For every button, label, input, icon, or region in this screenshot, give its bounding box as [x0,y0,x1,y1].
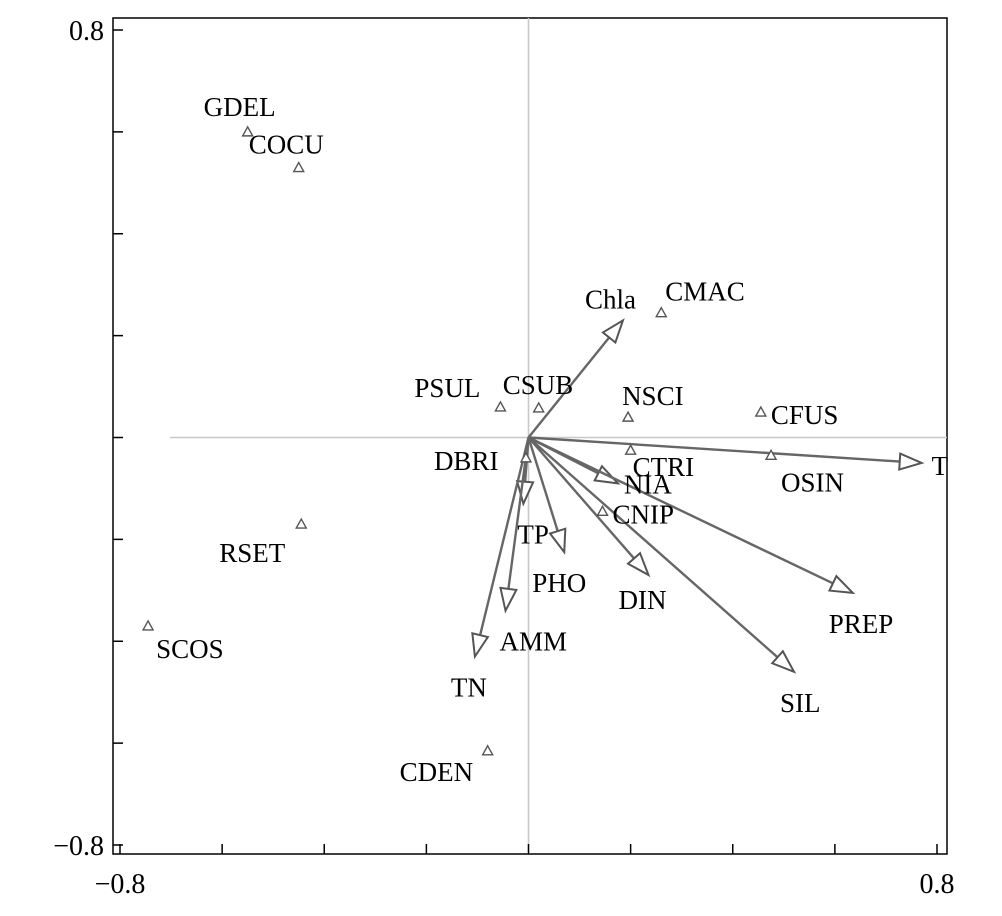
environment-labels: Chla T NIA TP PHO DIN PREP SIL AMM TN [451,284,949,717]
env-vector-line [527,437,559,532]
env-vector-label: AMM [500,627,568,657]
env-vector-arrowhead [827,574,856,595]
env-vector-line [528,436,900,463]
species-marker [292,161,305,173]
tick-labels: −0.8 0.8 0.8 −0.8 [53,16,954,900]
env-vector-line [527,436,635,560]
species-label: CDEN [400,757,474,787]
species-label: SCOS [156,634,224,664]
env-vector-arrowhead [471,631,490,660]
species-marker [241,125,254,137]
species-marker [764,448,778,461]
species-marker [655,306,668,318]
x-tick-label: −0.8 [95,869,146,900]
env-vector-arrowhead [626,551,651,578]
species-marker [481,744,494,756]
env-vector-label: DIN [618,585,666,615]
species-label: COCU [249,130,324,160]
species-label: CNIP [613,499,675,529]
env-vector-label: NIA [624,469,672,499]
species-marker [624,443,637,455]
species-label: OSIN [781,467,844,497]
species-points: GDEL COCU CMAC PSUL CSUB NSCI CTRI CFUS OSIN DBRI… [141,92,844,787]
env-vector-line [507,437,530,590]
env-vector-line [527,436,834,585]
species-marker [519,451,533,463]
env-vector-arrowhead [499,586,518,614]
species-label: CFUS [771,400,839,430]
species-marker [621,410,635,422]
species-label: GDEL [204,92,276,122]
species-label: RSET [219,538,286,568]
env-vector-label: Chla [585,284,636,314]
environment-vectors [471,318,925,674]
env-vector-label: T [932,451,949,481]
species-label: CMAC [665,277,745,307]
species-label: CSUB [503,370,574,400]
species-label: PSUL [414,373,480,403]
y-tick-label: 0.8 [69,16,104,47]
env-vector-line [527,436,779,659]
env-vector-line [527,336,611,439]
species-marker [295,517,308,529]
env-vector-arrowhead [601,318,625,345]
env-vector-label: SIL [780,688,821,718]
y-tick-label: −0.8 [53,831,104,862]
env-vector-arrowhead [548,527,567,555]
env-vector-label: TP [517,520,549,550]
x-tick-label: 0.8 [920,869,955,900]
species-marker [494,400,507,412]
env-vector-label: PREP [829,609,894,639]
env-vector-label: TN [451,673,487,703]
env-vector-arrowhead [770,649,797,674]
env-vector-label: PHO [532,568,586,598]
axis-ticks [113,29,938,854]
species-label: NSCI [622,381,684,411]
species-marker [596,504,609,517]
env-vector-arrowhead [898,452,925,471]
species-label: CTRI [633,452,695,482]
species-marker [141,619,155,631]
species-marker [532,401,545,413]
species-label: DBRI [434,446,499,476]
env-vector-line [478,437,530,636]
species-marker [754,405,768,417]
